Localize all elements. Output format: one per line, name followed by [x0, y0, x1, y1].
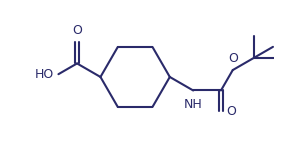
Text: O: O	[226, 105, 236, 118]
Text: O: O	[229, 52, 238, 65]
Text: HO: HO	[35, 68, 54, 81]
Text: NH: NH	[184, 98, 203, 111]
Text: O: O	[72, 24, 82, 37]
